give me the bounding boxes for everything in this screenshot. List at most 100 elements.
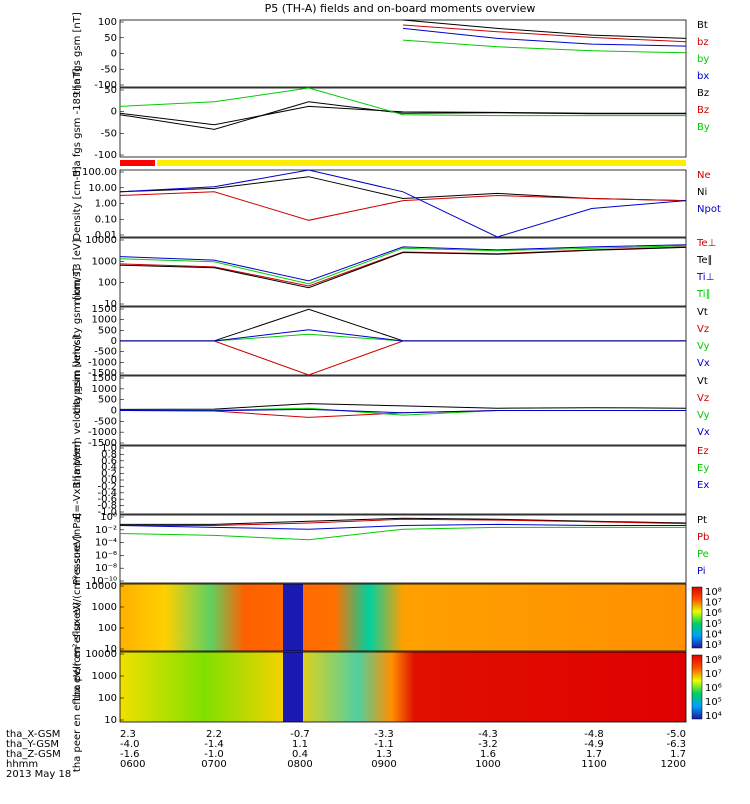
footer-value: 0800 xyxy=(287,759,312,770)
series-Pe xyxy=(119,526,686,541)
ytick-label: -0.8 xyxy=(97,501,117,512)
legend-entry: bx xyxy=(697,71,709,82)
footer-value: 0900 xyxy=(371,759,396,770)
footer-value: -4.3 xyxy=(478,729,498,740)
ylabel: Density [cm-3] xyxy=(72,166,83,240)
ytick-label: 0 xyxy=(111,107,117,118)
ytick-label: 10.00 xyxy=(88,183,117,194)
footer-row-label: hhmm xyxy=(6,759,38,770)
ytick-label: 0.01 xyxy=(95,230,117,241)
legend-entry: Ey xyxy=(697,463,709,474)
series-Npot xyxy=(119,169,687,238)
ytick-label: 1500 xyxy=(92,373,117,384)
legend-entry: Pe xyxy=(697,549,709,560)
ytick-label: -100 xyxy=(94,80,117,91)
date-label: 2013 May 18 xyxy=(6,769,71,780)
legend-entry: Ez xyxy=(697,446,709,457)
series-Bt xyxy=(402,19,687,39)
legend-entry: Vz xyxy=(697,393,709,404)
ytick-label: -1000 xyxy=(88,357,117,368)
ytick-label: 50 xyxy=(104,85,117,96)
legend-entry: Te⊥ xyxy=(696,238,716,249)
ylabel: mom T3 [eV] xyxy=(72,239,83,304)
panel-pressure: 10⁰ 10⁻² 10⁻⁴10⁻⁶ 10⁻⁸ 10⁻¹⁰ Pressure [nPa] Pt… xyxy=(72,512,709,587)
ytick-label: -1.0 xyxy=(97,507,117,518)
footer-value: -1.6 xyxy=(120,749,140,760)
ytick-label: 10 xyxy=(104,715,117,726)
series-Vy xyxy=(120,333,686,342)
footer-value: 0.4 xyxy=(292,749,308,760)
footer-value: 0600 xyxy=(120,759,145,770)
footer-value: -4.9 xyxy=(584,739,604,750)
footer-value: 0700 xyxy=(201,759,226,770)
ytick-label: 1000 xyxy=(92,671,117,682)
footer-value: -3.2 xyxy=(478,739,498,750)
footer-row-label: tha_Y-GSM xyxy=(6,739,59,750)
colorbar-tick: 10⁵ xyxy=(705,697,722,708)
footer-value: 1.6 xyxy=(480,749,496,760)
legend-entry: Ne xyxy=(697,170,711,181)
legend-entry: Vt xyxy=(697,307,708,318)
colorbar xyxy=(691,586,703,649)
legend-entry: bz xyxy=(697,37,709,48)
ytick-label: 10 xyxy=(104,644,117,655)
footer-value: 1.7 xyxy=(586,749,602,760)
footer-row-label: tha_Z-GSM xyxy=(6,749,61,760)
colorbar-tick: 10⁷ xyxy=(705,669,722,680)
footer-value: 1.3 xyxy=(376,749,392,760)
series-Ti⊥ xyxy=(119,244,687,282)
ytick-label: 0.6 xyxy=(101,456,117,467)
ytick-label: 1.0 xyxy=(101,443,117,454)
footer-value: 2.3 xyxy=(120,729,136,740)
legend-entry: by xyxy=(697,54,709,65)
heatmap-body xyxy=(120,584,686,651)
colorbar-tick: 10⁶ xyxy=(705,683,722,694)
series-Pt xyxy=(120,517,687,525)
footer-value: -1.4 xyxy=(204,739,224,750)
ytick-label: 100 xyxy=(98,623,117,634)
ytick-label: 10000 xyxy=(85,235,117,246)
series-Vz xyxy=(119,410,686,418)
ylabel: Pressure [nPa] xyxy=(72,513,83,585)
footer-value: -3.3 xyxy=(374,729,394,740)
ytick-label: -500 xyxy=(94,416,117,427)
legend-entry: Bz xyxy=(697,105,709,116)
ytick-label: 50 xyxy=(104,33,117,44)
footer-value: -1.0 xyxy=(204,749,224,760)
ytick-label: 1000 xyxy=(92,602,117,613)
ytick-label: -50 xyxy=(101,64,117,75)
footer-value: 1.1 xyxy=(292,739,308,750)
ytick-label: 10⁰ xyxy=(100,512,117,523)
series-Pb xyxy=(120,518,687,526)
footer-value: 1100 xyxy=(581,759,606,770)
series-Bz xyxy=(119,101,686,130)
legend-entry: Ex xyxy=(697,480,709,491)
mode-bar-red xyxy=(120,160,155,166)
footer-value: -6.3 xyxy=(666,739,686,750)
legend-entry: Vt xyxy=(697,376,708,387)
plot-title: P5 (TH-A) fields and on-board moments ov… xyxy=(265,2,536,15)
heatmap-body xyxy=(120,652,686,722)
legend-entry: Ti⊥ xyxy=(696,272,714,283)
ytick-label: 1000 xyxy=(92,315,117,326)
ytick-label: 0.8 xyxy=(101,449,117,460)
heatmap-gap xyxy=(283,652,303,722)
ytick-label: 0.0 xyxy=(101,475,117,486)
panel-frame xyxy=(119,19,687,88)
ytick-label: -0.6 xyxy=(97,494,117,505)
footer-row-label: tha_X-GSM xyxy=(6,729,60,740)
ytick-label: 0 xyxy=(111,406,117,417)
legend-entry: Npot xyxy=(697,204,721,215)
ytick-label: 100 xyxy=(98,17,117,28)
series-Ne xyxy=(119,191,687,221)
ytick-label: 0 xyxy=(111,49,117,60)
legend-entry: Pi xyxy=(697,566,706,577)
panel-frame xyxy=(119,445,687,515)
heatmap-gap xyxy=(283,584,303,651)
legend-entry: Vy xyxy=(697,410,710,421)
series-Vx xyxy=(119,408,686,414)
